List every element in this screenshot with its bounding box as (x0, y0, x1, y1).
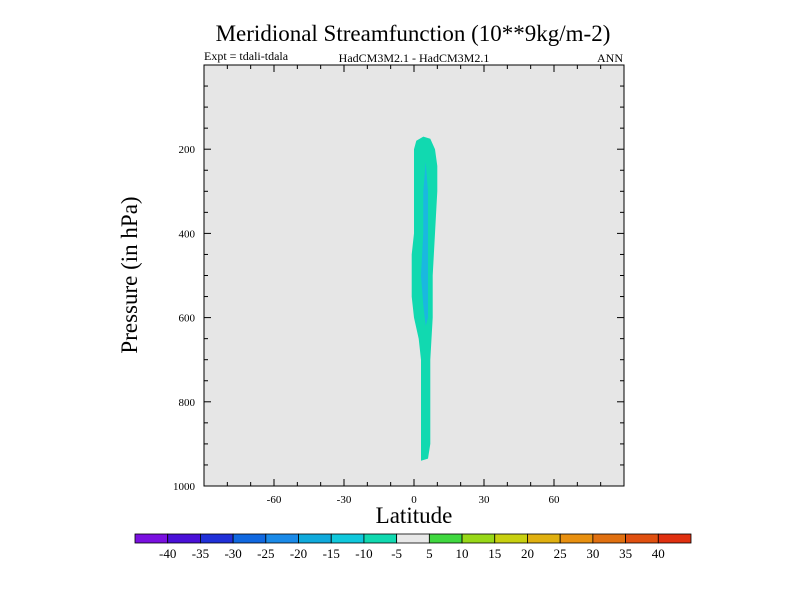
colorbar-label: -30 (224, 546, 241, 561)
x-tick-label: 60 (549, 494, 561, 506)
colorbar-swatch (298, 533, 332, 544)
colorbar-label: 40 (652, 546, 665, 561)
colorbar-swatch (461, 533, 496, 544)
x-axis-label: Latitude (376, 503, 453, 528)
colorbar-swatch (396, 533, 430, 544)
x-tick-label: -30 (337, 494, 352, 506)
colorbar-swatch (363, 533, 398, 544)
axis-ticks: -60 -30 0 30 60 200 400 600 800 1000 (173, 65, 624, 506)
colorbar-label: 30 (586, 546, 599, 561)
colorbar-swatch (592, 533, 626, 544)
colorbar-swatch (527, 533, 561, 544)
colorbar-swatch (167, 533, 201, 544)
y-tick-label: 600 (179, 313, 196, 325)
y-tick-label: 200 (179, 144, 196, 156)
x-tick-label: 30 (479, 494, 491, 506)
colorbar-label: 20 (521, 546, 534, 561)
y-tick-label: 1000 (173, 481, 196, 493)
colorbar-label: 35 (619, 546, 632, 561)
colorbar-swatch (232, 533, 267, 544)
colorbar-label: -5 (391, 546, 402, 561)
contour-layer (411, 136, 438, 461)
colorbar-swatch (625, 533, 659, 544)
colorbar-swatch (657, 533, 692, 544)
x-tick-label: 0 (411, 494, 417, 506)
subtitle-models: HadCM3M2.1 - HadCM3M2.1 (339, 51, 490, 65)
colorbar-swatch (330, 533, 365, 544)
colorbar-label: -35 (192, 546, 209, 561)
colorbar-swatch (494, 533, 528, 544)
y-tick-label: 400 (179, 228, 196, 240)
colorbar-label: -20 (290, 546, 307, 561)
colorbar-label: -25 (257, 546, 274, 561)
y-tick-label: 800 (179, 397, 196, 409)
x-tick-label: -60 (267, 494, 282, 506)
subtitle-experiment: Expt = tdali-tdala (204, 49, 289, 63)
colorbar-swatch (134, 533, 169, 544)
contour-region-1 (421, 161, 428, 326)
colorbar-label: -15 (323, 546, 340, 561)
colorbar-label: 5 (426, 546, 433, 561)
colorbar-label: -10 (355, 546, 372, 561)
colorbar-swatch (265, 533, 299, 544)
colorbar-label: 25 (554, 546, 567, 561)
chart-title: Meridional Streamfunction (10**9kg/m-2) (216, 21, 611, 46)
subtitle-season: ANN (597, 51, 623, 65)
colorbar-swatch (428, 533, 463, 544)
colorbar-label: 10 (456, 546, 469, 561)
y-axis-label: Pressure (in hPa) (117, 196, 142, 353)
colorbar-swatch (200, 533, 234, 544)
colorbar-label: -40 (159, 546, 176, 561)
colorbar-swatch (559, 533, 594, 544)
colorbar-label: 15 (488, 546, 501, 561)
colorbar: -40 -35 -30 -25 -20 -15 -10 -5 5 10 15 20 25 30 35 40 (134, 533, 692, 561)
